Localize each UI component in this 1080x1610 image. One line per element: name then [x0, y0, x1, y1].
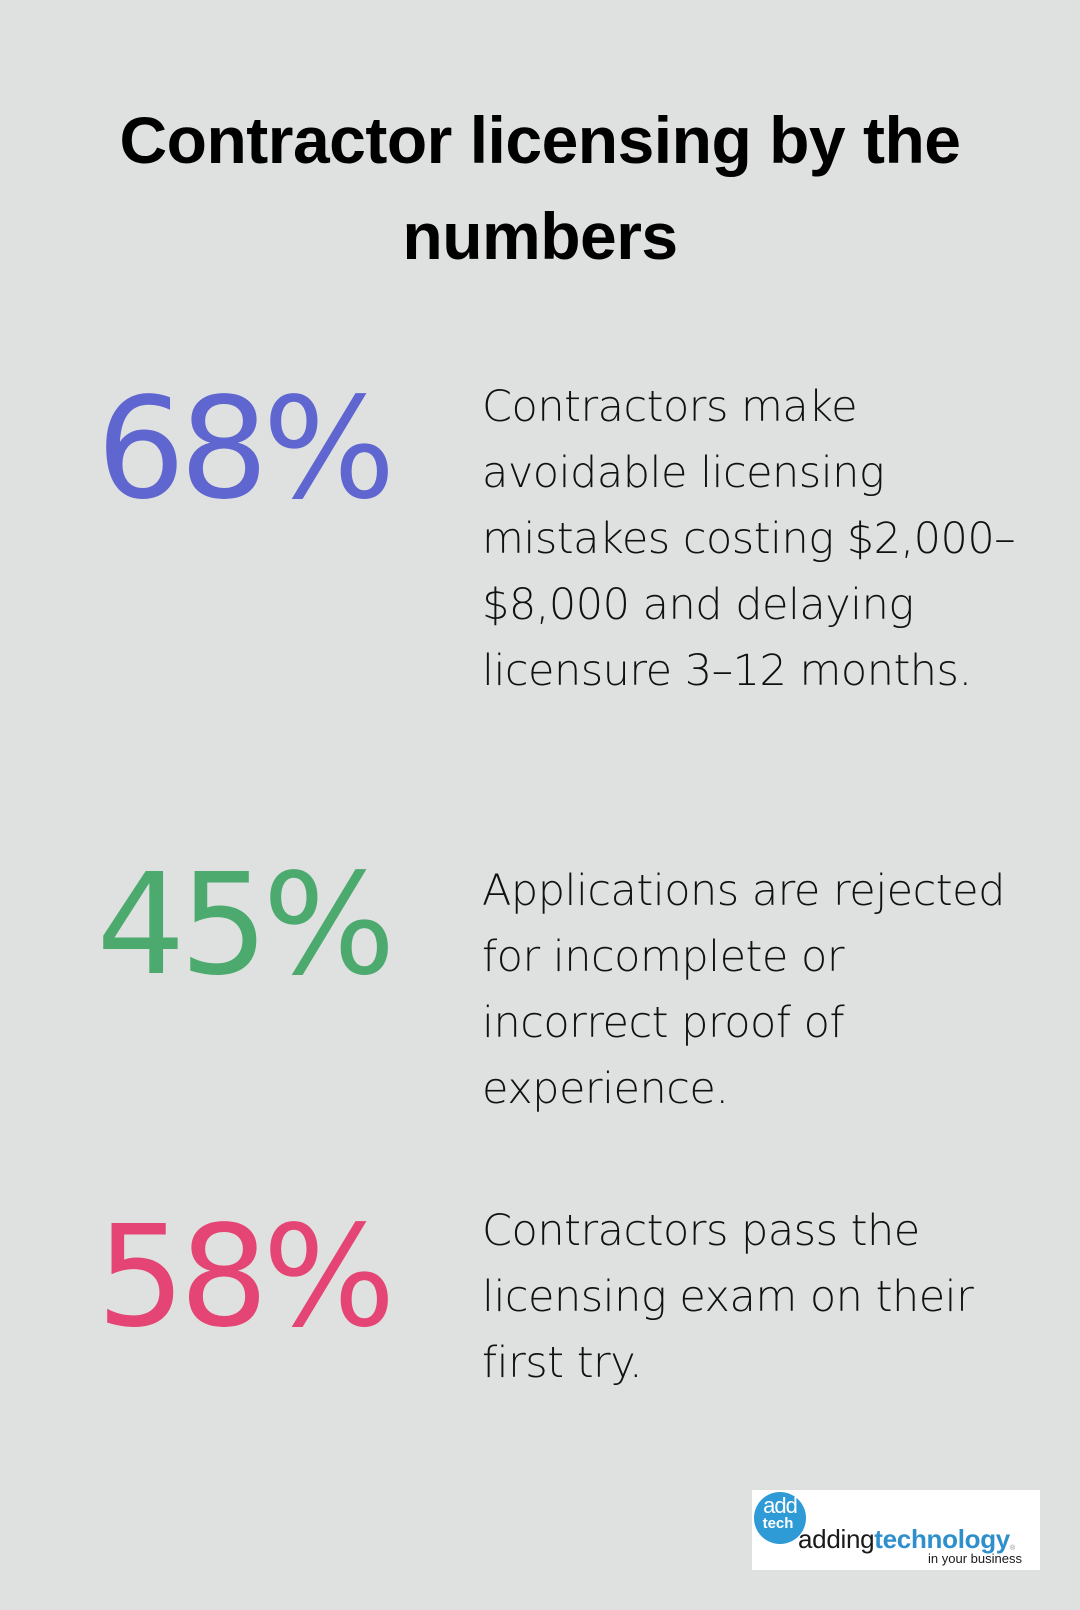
page-title: Contractor licensing by the numbers: [119, 103, 961, 273]
stat-description: Contractors make avoidable licensing mis…: [482, 382, 1016, 696]
wordmark-adding: adding: [798, 1524, 875, 1554]
stat-value: 68%: [96, 368, 395, 531]
stat-description: Applications are rejected for incomplete…: [482, 866, 1005, 1114]
logo-wordmark: addingtechnology®: [798, 1524, 1015, 1554]
badge-text-add: add: [763, 1493, 798, 1518]
adding-technology-logo: add tech addingtechnology® in your busin…: [752, 1490, 1040, 1570]
logo-tagline: in your business: [928, 1551, 1022, 1566]
stat-value: 58%: [96, 1196, 395, 1359]
stat-description: Contractors pass the licensing exam on t…: [482, 1206, 974, 1388]
addtech-badge-icon: add tech: [754, 1492, 806, 1544]
registered-mark: ®: [1009, 1545, 1015, 1552]
stat-value: 45%: [96, 844, 395, 1007]
wordmark-technology: technology: [874, 1524, 1010, 1554]
badge-text-tech: tech: [762, 1515, 794, 1532]
